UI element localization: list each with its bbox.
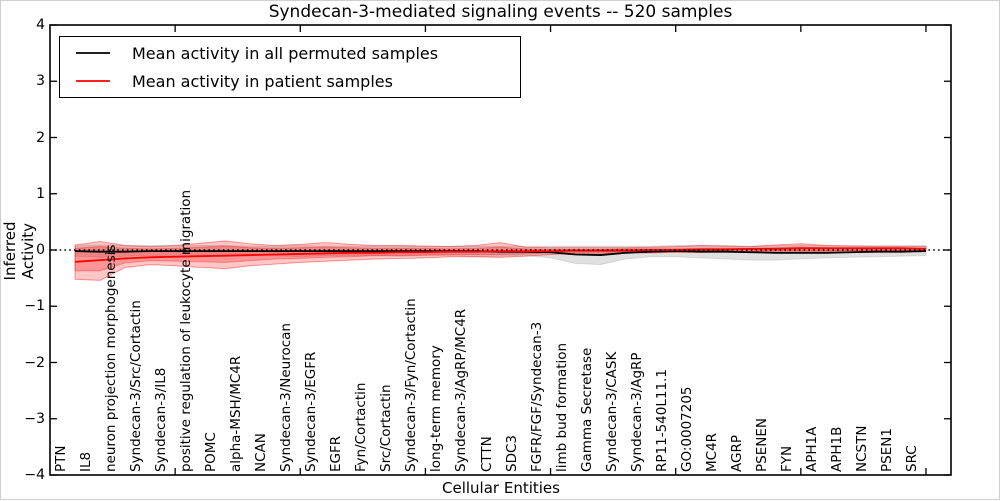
x-tick-label: PSEN1 xyxy=(878,428,895,472)
x-tick-label: Syndecan-3/CASK xyxy=(603,351,620,472)
x-tick-label: MC4R xyxy=(703,432,720,472)
x-tick-label: limb bud formation xyxy=(553,342,570,472)
patient-mean-line xyxy=(74,247,926,263)
patient-samples-range-inner-band xyxy=(74,245,927,272)
legend-line-permuted-icon xyxy=(76,52,110,54)
x-tick-label: PSENEN xyxy=(753,418,770,472)
legend: Mean activity in all permuted samples Me… xyxy=(59,36,521,98)
x-tick-label: FGFR/FGF/Syndecan-3 xyxy=(528,321,545,472)
x-tick-label: SDC3 xyxy=(503,435,520,472)
x-tick-label: APH1B xyxy=(828,426,845,472)
x-tick-label: CTTN xyxy=(478,436,495,472)
x-tick-label: EGFR xyxy=(328,435,345,472)
x-tick-label: GO:0007205 xyxy=(678,386,695,472)
y-tick-label: −1 xyxy=(24,298,45,315)
x-tick-label: Syndecan-3/IL8 xyxy=(153,367,170,472)
legend-entry-patient: Mean activity in patient samples xyxy=(76,67,520,95)
x-tick-label: Src/Cortactin xyxy=(378,384,395,472)
x-tick-label: FYN xyxy=(778,445,795,472)
x-tick-label: APH1A xyxy=(803,426,820,472)
x-tick-label: Fyn/Cortactin xyxy=(353,382,370,472)
x-tick-label: alpha-MSH/MC4R xyxy=(228,355,245,472)
x-tick-label: IL8 xyxy=(78,451,95,472)
chart-title: Syndecan-3-mediated signaling events -- … xyxy=(268,2,733,22)
x-tick-label: Syndecan-3/Fyn/Cortactin xyxy=(403,298,420,472)
y-tick-label: −2 xyxy=(24,354,45,371)
legend-entry-permuted: Mean activity in all permuted samples xyxy=(76,39,520,67)
legend-label-patient: Mean activity in patient samples xyxy=(132,71,393,91)
x-tick-label: Syndecan-3/AgRP/MC4R xyxy=(453,308,470,472)
x-tick-label: PTN xyxy=(53,445,70,473)
x-axis-label: Cellular Entities xyxy=(442,479,560,497)
x-tick-label: long-term memory xyxy=(428,345,445,472)
x-tick-label: AGRP xyxy=(728,435,745,472)
y-tick-label: −3 xyxy=(24,410,45,427)
x-tick-label: positive regulation of leukocyte migrati… xyxy=(178,189,195,472)
legend-label-permuted: Mean activity in all permuted samples xyxy=(132,43,439,63)
y-tick-label: 3 xyxy=(36,73,45,90)
y-tick-label: 0 xyxy=(36,242,45,258)
x-tick-label: NCSTN xyxy=(853,425,870,472)
x-tick-label: Syndecan-3/EGFR xyxy=(303,351,320,472)
x-tick-label: Syndecan-3/AgRP xyxy=(628,352,645,472)
legend-line-patient-icon xyxy=(76,80,110,82)
x-tick-label: Syndecan-3/Neurocan xyxy=(278,323,295,472)
y-tick-label: 4 xyxy=(36,17,45,33)
x-tick-label: Gamma Secretase xyxy=(578,347,595,472)
x-tick-label: Syndecan-3/Src/Cortactin xyxy=(128,300,145,472)
y-tick-label: 2 xyxy=(36,129,45,146)
x-tick-label: NCAN xyxy=(253,433,270,472)
y-tick-label: −4 xyxy=(24,467,45,483)
x-tick-label: SRC xyxy=(903,445,920,472)
x-tick-label: RP11-540L11.1 xyxy=(653,369,670,472)
x-tick-label: neuron projection morphogenesis xyxy=(103,244,120,472)
x-tick-label: POMC xyxy=(203,432,220,472)
y-tick-label: 1 xyxy=(36,185,45,202)
